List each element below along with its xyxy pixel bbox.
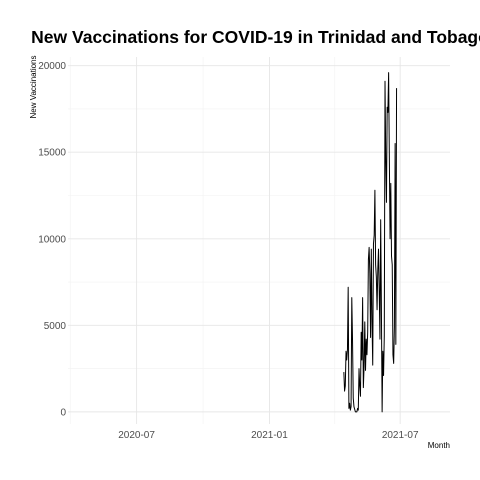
y-tick-label: 15000 [38, 148, 66, 159]
x-tick-label: 2021-01 [251, 430, 288, 441]
y-tick-label: 0 [60, 407, 66, 418]
series-layer [343, 72, 398, 413]
series-line [343, 72, 398, 413]
y-tick-label: 10000 [38, 234, 66, 245]
y-tick-label: 5000 [44, 321, 67, 332]
y-axis-ticks: 0 5000 10000 15000 20000 [38, 61, 66, 418]
y-tick-label: 20000 [38, 61, 66, 72]
x-tick-label: 2020-07 [118, 430, 155, 441]
grid [68, 57, 450, 424]
y-axis-label: New Vaccinations [29, 56, 38, 119]
chart-title: New Vaccinations for COVID-19 in Trinida… [31, 27, 480, 47]
x-axis-ticks: 2020-07 2021-01 2021-07 [118, 430, 419, 441]
x-axis-label: Month [428, 441, 450, 450]
x-tick-label: 2021-07 [382, 430, 419, 441]
